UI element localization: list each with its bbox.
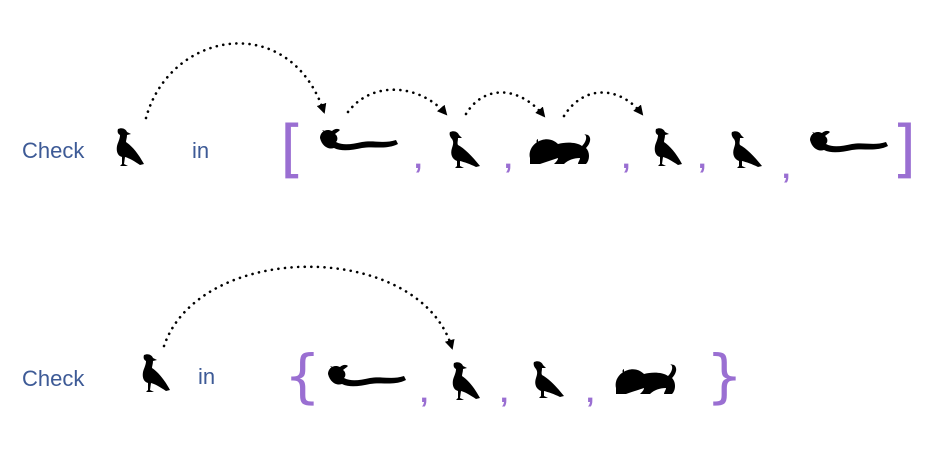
lion-icon xyxy=(615,364,677,394)
separator: , xyxy=(504,142,512,175)
separator: , xyxy=(698,142,706,175)
separator: , xyxy=(500,376,508,409)
vulture-icon xyxy=(533,361,564,398)
open-brace: { xyxy=(284,342,321,410)
row-2: Check in { , , , } xyxy=(22,265,743,410)
row-1: Check in [ , , , , , ] xyxy=(22,42,916,185)
in-label: in xyxy=(192,138,209,163)
separator: , xyxy=(414,142,422,175)
check-label: Check xyxy=(22,366,85,391)
arrow-arc xyxy=(162,265,455,350)
ibis-icon xyxy=(116,128,144,166)
vulture-icon xyxy=(731,131,762,168)
arrow-arc xyxy=(144,42,327,120)
separator: , xyxy=(782,152,790,185)
horned-viper-icon xyxy=(320,128,398,151)
arrow-arc xyxy=(464,91,546,118)
horned-viper-icon xyxy=(810,130,888,153)
arrow-arc xyxy=(562,91,644,118)
in-label: in xyxy=(198,364,215,389)
check-label: Check xyxy=(22,138,85,163)
arrow-arc xyxy=(346,88,448,116)
separator: , xyxy=(622,142,630,175)
ibis-icon xyxy=(142,354,170,392)
lion-icon xyxy=(529,134,591,164)
close-bracket: ] xyxy=(892,112,916,185)
ibis-icon xyxy=(452,362,480,400)
open-bracket: [ xyxy=(280,112,304,185)
close-brace: } xyxy=(706,342,743,410)
vulture-icon xyxy=(449,131,480,168)
separator: , xyxy=(420,376,428,409)
separator: , xyxy=(586,376,594,409)
horned-viper-icon xyxy=(328,364,406,387)
ibis-icon xyxy=(654,128,682,166)
